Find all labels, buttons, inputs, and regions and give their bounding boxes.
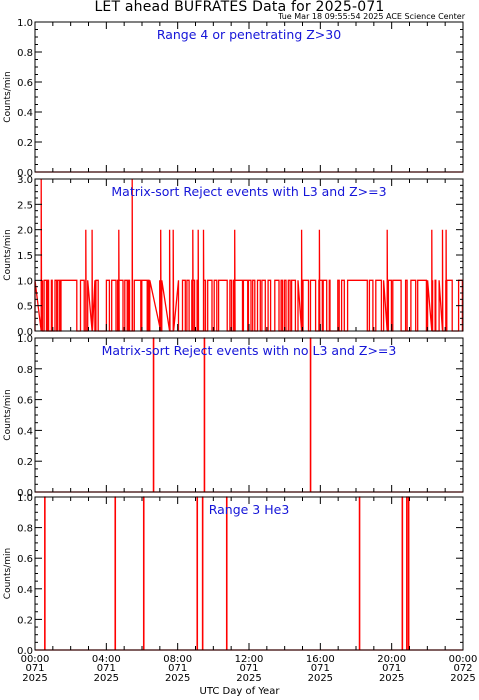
generated-timestamp: Tue Mar 18 09:55:54 2025 ACE Science Cen…: [278, 12, 465, 21]
x-tick-label: 071: [168, 663, 187, 674]
x-tick-label: 2025: [236, 673, 261, 684]
y-tick-label: 0.0: [17, 168, 33, 179]
x-tick-label: 072: [453, 663, 472, 674]
x-tick-label: 2025: [165, 673, 190, 684]
panel-frame: [34, 21, 464, 173]
y-tick-label: 1.0: [17, 493, 33, 504]
series-line: [34, 178, 464, 332]
y-tick-label: 0.6: [17, 554, 33, 565]
x-tick-label: 00:00: [21, 654, 50, 665]
series-line: [35, 496, 463, 651]
x-tick-label: 2025: [308, 673, 333, 684]
y-tick-label: 0.6: [17, 78, 33, 89]
y-tick-label: 3.0: [17, 175, 33, 186]
x-tick-label: 16:00: [306, 654, 335, 665]
x-tick-label: 2025: [22, 673, 47, 684]
x-axis-label: UTC Day of Year: [199, 686, 280, 697]
y-tick-label: 0.8: [17, 524, 33, 535]
panel-4: 0.0 0.2 0.4 0.6 0.8 1.0 Counts/min Range 3 He3: [3, 493, 464, 657]
panel-frame: [34, 496, 464, 651]
y-tick-label: 0.8: [17, 365, 33, 376]
x-tick-label: 071: [239, 663, 258, 674]
x-tick-label: 071: [311, 663, 330, 674]
panel-1: 0.0 0.2 0.4 0.6 0.8 1.0 Counts/min Range 4 or p…: [3, 18, 464, 179]
y-tick-label: 0.6: [17, 396, 33, 407]
y-tick-label: 2.0: [17, 226, 33, 237]
panel-title: Matrix-sort Reject events with L3 and Z>…: [111, 184, 386, 199]
x-tick-label: 2025: [379, 673, 404, 684]
x-tick-label: 2025: [450, 673, 475, 684]
x-tick-label: 071: [25, 663, 44, 674]
y-tick-label: 0.0: [17, 327, 33, 338]
y-tick-label: 0.4: [17, 426, 33, 437]
panel-frame: [34, 337, 464, 493]
y-tick-label: 1.0: [17, 18, 33, 29]
page-title: LET ahead BUFRATES Data for 2025-071: [94, 0, 385, 15]
panel-2: 0.0 0.5 1.0 1.5 2.0 2.5 3.0 Counts/min Matrix-so…: [3, 175, 464, 338]
y-tick-label: 1.0: [17, 276, 33, 287]
y-tick-label: 0.2: [17, 457, 33, 468]
y-tick-label: 1.0: [17, 334, 33, 345]
y-tick-label: 0.2: [17, 138, 33, 149]
y-tick-label: 0.4: [17, 108, 33, 119]
x-tick-label: 00:00: [449, 654, 478, 665]
x-tick-label: 12:00: [235, 654, 264, 665]
x-tick-label: 08:00: [163, 654, 192, 665]
y-axis-label: Counts/min: [3, 389, 13, 440]
panel-title: Range 3 He3: [209, 502, 290, 517]
y-tick-label: 0.0: [17, 488, 33, 499]
panel-3: 0.0 0.2 0.4 0.6 0.8 1.0 Counts/min Matrix-sort …: [3, 334, 464, 499]
y-tick-label: 0.2: [17, 615, 33, 626]
y-tick-label: 0.4: [17, 585, 33, 596]
series-line: [35, 337, 463, 493]
x-tick-label: 2025: [94, 673, 119, 684]
x-tick-label: 20:00: [377, 654, 406, 665]
y-axis-label: Counts/min: [3, 548, 13, 599]
y-axis-label: Counts/min: [3, 229, 13, 280]
panel-title: Matrix-sort Reject events with no L3 and…: [102, 343, 397, 358]
y-tick-label: 0.5: [17, 302, 33, 313]
y-tick-label: 2.5: [17, 200, 33, 211]
y-tick-label: 1.5: [17, 251, 33, 262]
y-tick-label: 0.0: [17, 646, 33, 657]
x-tick-label: 071: [382, 663, 401, 674]
panel-title: Range 4 or penetrating Z>30: [157, 27, 341, 42]
y-tick-label: 0.8: [17, 48, 33, 59]
x-tick-label: 071: [97, 663, 116, 674]
y-axis-label: Counts/min: [3, 71, 13, 122]
x-tick-label: 04:00: [92, 654, 121, 665]
